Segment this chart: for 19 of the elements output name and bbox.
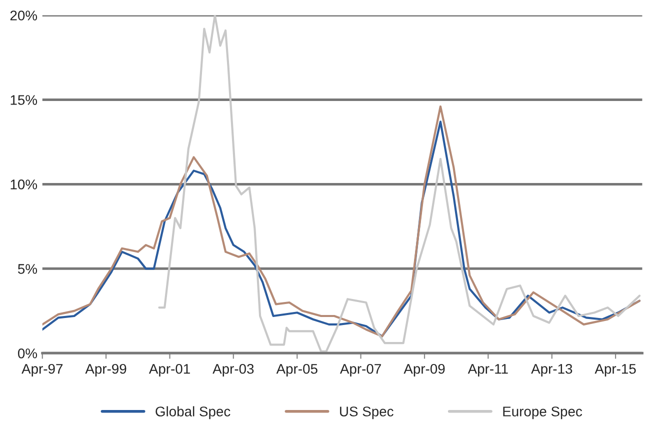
legend-label: US Spec	[340, 406, 394, 420]
x-tick-label: Apr-03	[212, 364, 254, 377]
x-tick-label: Apr-07	[340, 364, 381, 377]
y-tick-label: 10%	[10, 180, 38, 190]
y-tick-label: 20%	[10, 10, 38, 20]
legend-label: Europe Spec	[503, 406, 582, 420]
y-tick-label: 15%	[10, 95, 38, 105]
x-tick-label: Apr-05	[276, 364, 318, 377]
x-tick-label: Apr-01	[148, 364, 190, 377]
x-tick-label: Apr-13	[531, 364, 572, 377]
line-series	[158, 15, 641, 353]
x-tick-label: Apr-11	[468, 364, 508, 377]
y-tick-label: 0%	[18, 348, 38, 358]
x-tick-label: Apr-15	[594, 364, 636, 377]
x-tick-label: Apr-99	[85, 364, 126, 377]
x-tick-label: Apr-97	[22, 364, 63, 377]
x-tick-label: Apr-09	[404, 364, 445, 377]
legend-label: Global Spec	[156, 406, 230, 420]
y-tick-label: 5%	[18, 264, 38, 274]
